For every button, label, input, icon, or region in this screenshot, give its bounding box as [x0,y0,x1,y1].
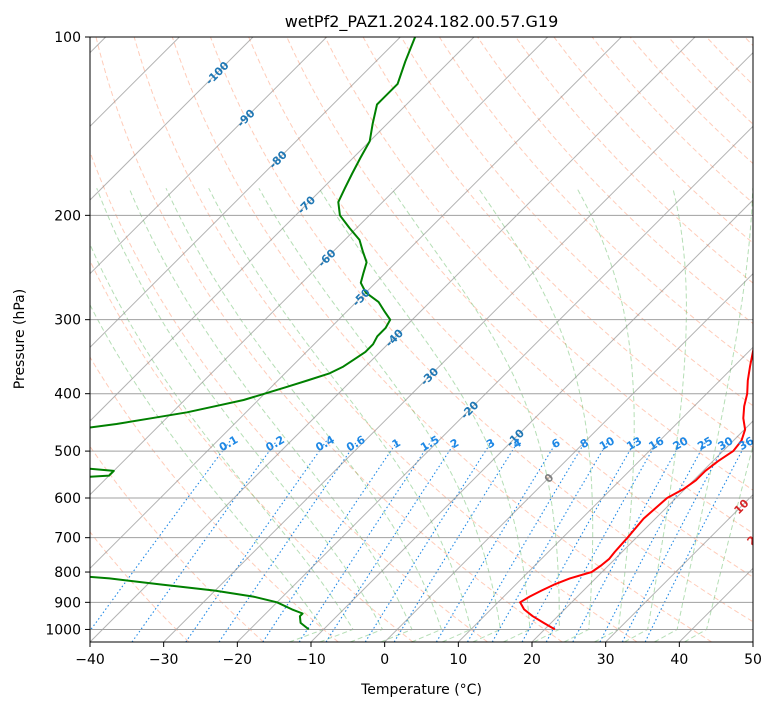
plot-area: -100-90-80-70-60-50-40-30-20-1000.1 0.2 0.… [90,37,765,642]
x-tick-label: 10 [449,652,467,668]
isotherm-line [457,346,753,642]
moist-adiabat-line [477,187,594,642]
dry-adiabat-line [400,37,753,407]
moist-adiabat-line [654,188,753,642]
mixing-ratio-lines [90,440,748,642]
moist-adiabat-line [165,187,443,642]
isotherm-line [90,37,254,201]
moist-adiabat-line [96,188,384,642]
isotherm-line [236,125,753,642]
isotherm-line [90,37,401,349]
x-tick-label: −10 [296,652,326,668]
dry-adiabat-line [95,37,563,642]
pressure-gridlines [90,37,753,630]
temperature-trace [519,346,753,631]
moist-adiabat-line [390,187,560,642]
isotherm-line [90,37,696,642]
y-tick-label: 300 [54,313,81,329]
mixing-ratio-line [90,440,231,632]
dry-adiabat-line [90,356,339,642]
dry-adiabat-line [553,37,753,244]
mixing-ratio-line [644,440,748,642]
sounding-traces [90,37,753,631]
isotherm-line [310,199,753,642]
mixing-ratio-line [298,440,432,642]
dry-adiabat-line [90,150,488,642]
dry-adiabat-line [90,531,190,642]
x-tick-label: −20 [223,652,253,668]
dry-adiabat-line [286,37,753,534]
y-tick-label: 800 [54,565,81,581]
mixing-ratio-line [491,440,609,642]
mixing-ratio-line [435,440,558,642]
y-tick-label: 100 [54,30,81,46]
dry-adiabat-line [438,37,753,366]
moist-adiabat-line [90,243,354,642]
mixing-ratio-line [393,440,520,642]
x-tick-label: 30 [597,652,615,668]
isotherms [90,37,753,642]
mixing-ratio-line [599,440,707,642]
isotherm-line [531,420,753,642]
mixing-ratio-line [131,440,278,642]
dry-adiabat-line [591,37,753,204]
isotherm-line [90,37,475,422]
y-tick-label: 400 [54,387,81,403]
moist-adiabat-line [576,187,635,642]
dry-adiabat-line [133,37,638,642]
isotherm-line [163,51,753,642]
y-axis-label: Pressure (hPa) [12,289,28,389]
isotherm-line [605,493,753,642]
y-tick-label: 600 [54,491,81,507]
y-tick-label: 200 [54,208,81,224]
x-axis-label: Temperature (°C) [360,682,482,698]
axes: −40 −30 −20 −10 0 10 20 30 40 50 100 200 300 400 500 60… [45,30,762,668]
mixing-ratio-label: 36 [736,434,756,453]
x-tick-label: −30 [149,652,179,668]
y-tick-label: 500 [54,444,81,460]
moist-adiabat-line [684,443,753,642]
y-tick-label: 700 [54,531,81,547]
mixing-ratio-line [521,440,637,642]
mixing-ratio-line [185,440,328,642]
dry-adiabat-line [210,37,753,623]
moist-adiabat-line [258,187,501,642]
y-tick-label: 900 [54,595,81,611]
moist-adiabat-line [208,187,472,642]
moist-adiabat-label: 20 [745,528,765,548]
isotherm-line [90,37,622,570]
plot-frame [89,36,754,643]
dry-adiabat-line [171,37,712,642]
dry-adiabat-line [90,259,414,642]
isotherm-line [90,37,549,496]
x-tick-label: 20 [523,652,541,668]
isotherm-line [90,37,328,275]
dry-adiabat-line [324,37,753,491]
x-tick-label: 0 [380,652,389,668]
mixing-ratio-line [467,440,587,642]
moist-adiabat-line [318,187,531,642]
dry-adiabat-line [248,37,753,578]
x-tick-label: 50 [744,652,762,668]
x-tick-label: 40 [670,652,688,668]
dry-adiabat-line [477,37,753,325]
y-tick-label: 1000 [45,622,81,638]
isotherm-line [384,272,753,642]
dewpoint-trace [90,37,417,631]
mixing-ratio-line [262,440,399,642]
chart-title: wetPf2_PAZ1.2024.182.00.57.G19 [285,12,559,32]
moist-adiabat-line [90,303,325,642]
x-tick-label: −40 [75,652,105,668]
mixing-ratio-line [218,440,358,642]
